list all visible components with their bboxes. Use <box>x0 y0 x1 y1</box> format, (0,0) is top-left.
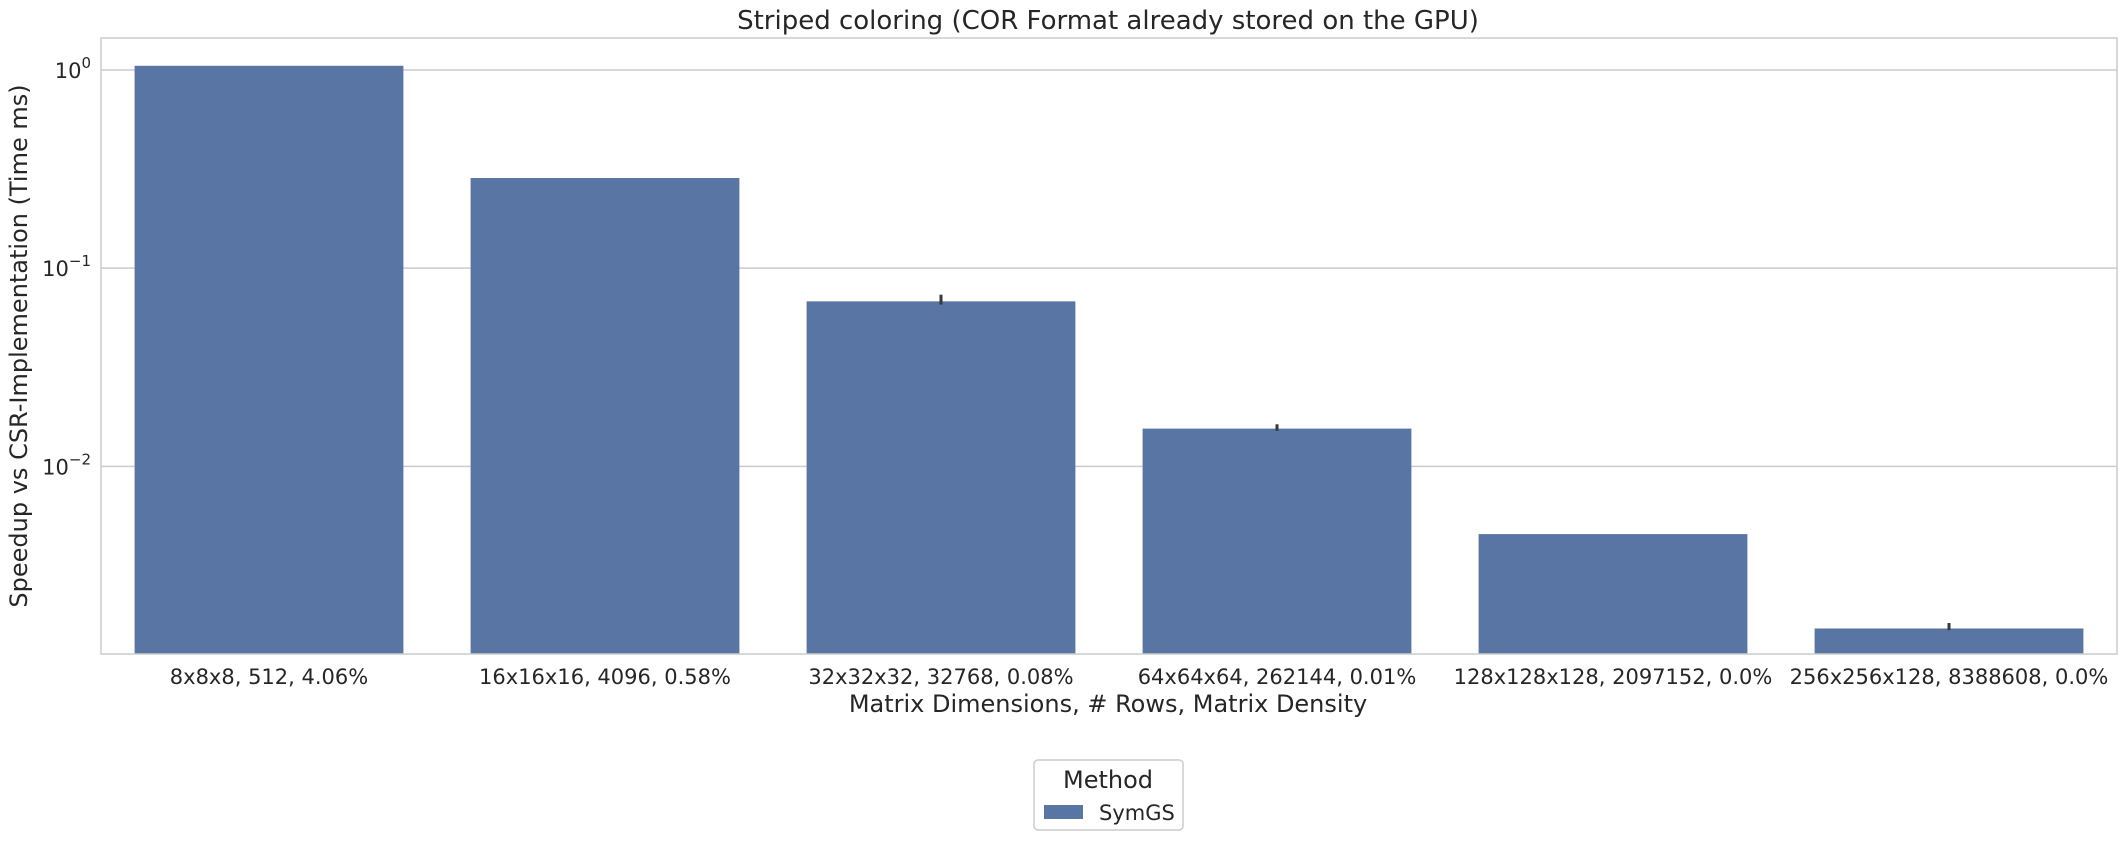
legend-label-symgs: SymGS <box>1099 801 1175 825</box>
y-tick-exponent-0: 0 <box>81 54 91 72</box>
y-tick-label-1: 10−1 <box>42 252 91 281</box>
bar-1 <box>470 178 740 655</box>
bar-2 <box>806 301 1076 654</box>
x-tick-label-5: 256x256x128, 8388608, 0.0% <box>1790 665 2109 689</box>
x-tick-label-2: 32x32x32, 32768, 0.08% <box>808 665 1073 689</box>
x-tick-label-1: 16x16x16, 4096, 0.58% <box>479 665 731 689</box>
x-tick-label-4: 128x128x128, 2097152, 0.0% <box>1454 665 1773 689</box>
x-tick-label-0: 8x8x8, 512, 4.06% <box>170 665 368 689</box>
grid-lines <box>101 69 2117 468</box>
bar-5 <box>1814 628 2084 654</box>
y-tick-label-0: 100 <box>55 54 91 83</box>
y-tick-exponent-2: −2 <box>69 450 91 468</box>
x-tick-labels: 8x8x8, 512, 4.06% 16x16x16, 4096, 0.58% 32… <box>170 665 2109 689</box>
error-bars <box>939 294 1951 631</box>
y-axis-label: Speedup vs CSR-Implementation (Time ms) <box>5 84 33 607</box>
bar-4 <box>1478 534 1748 654</box>
x-tick-label-3: 64x64x64, 262144, 0.01% <box>1138 665 1417 689</box>
y-tick-base-1: 10 <box>42 257 69 281</box>
bars <box>134 65 2084 655</box>
y-tick-exponent-1: −1 <box>69 252 91 270</box>
x-axis-label: Matrix Dimensions, # Rows, Matrix Densit… <box>849 690 1367 718</box>
legend: Method SymGS <box>1033 759 1184 831</box>
chart-title: Striped coloring (COR Format already sto… <box>737 6 1479 36</box>
bar-3 <box>1142 428 1412 654</box>
bar-0 <box>134 65 404 654</box>
legend-title: Method <box>1063 766 1153 794</box>
y-tick-base-2: 10 <box>42 455 69 479</box>
legend-swatch-symgs <box>1044 805 1083 819</box>
y-tick-label-2: 10−2 <box>42 450 91 479</box>
plot-frame <box>100 37 2118 655</box>
y-tick-base-0: 10 <box>55 59 82 83</box>
